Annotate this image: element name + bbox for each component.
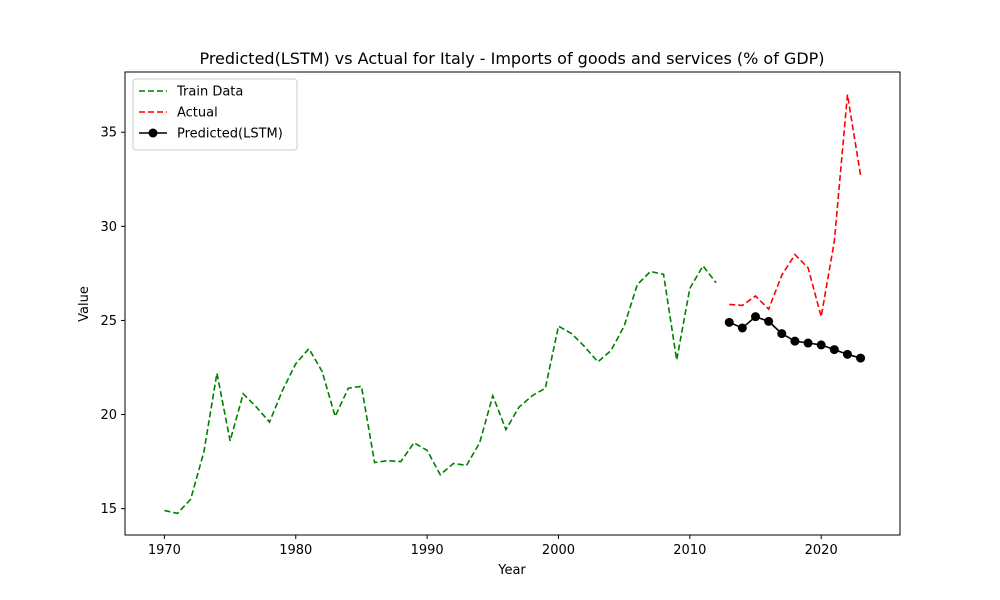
y-tick-label: 30 xyxy=(100,220,117,235)
data-point-predicted-lstm xyxy=(724,317,734,327)
x-axis-label: Year xyxy=(497,563,526,578)
x-tick-label: 1990 xyxy=(411,543,444,558)
legend-label: Actual xyxy=(177,106,218,121)
data-point-predicted-lstm xyxy=(816,340,826,350)
series-line-train-data xyxy=(164,264,717,515)
y-tick-label: 25 xyxy=(100,314,117,329)
data-point-predicted-lstm xyxy=(803,338,813,348)
data-point-predicted-lstm xyxy=(764,316,774,326)
y-axis-ticks: 15 20 25 30 35 xyxy=(100,126,125,517)
x-tick-label: 1970 xyxy=(148,543,181,558)
plot-area xyxy=(164,94,866,515)
x-tick-label: 2000 xyxy=(542,543,575,558)
x-tick-label: 2020 xyxy=(805,543,838,558)
x-tick-label: 2010 xyxy=(673,543,706,558)
x-tick-label: 1980 xyxy=(279,543,312,558)
chart-title: Predicted(LSTM) vs Actual for Italy - Im… xyxy=(199,49,824,68)
data-point-predicted-lstm xyxy=(737,323,747,333)
data-point-predicted-lstm xyxy=(829,345,839,355)
legend-box xyxy=(132,78,298,151)
legend-marker xyxy=(148,128,158,138)
data-point-predicted-lstm xyxy=(842,349,852,359)
y-tick-label: 15 xyxy=(100,502,117,517)
data-point-predicted-lstm xyxy=(751,312,761,322)
series-line-actual xyxy=(729,94,862,317)
data-point-predicted-lstm xyxy=(790,336,800,346)
plot-frame xyxy=(124,71,901,536)
legend-label: Train Data xyxy=(176,85,243,100)
y-axis-label: Value xyxy=(77,286,92,322)
legend: Train Data Actual Predicted(LSTM) xyxy=(132,78,298,151)
legend-label: Predicted(LSTM) xyxy=(177,127,283,142)
x-axis-ticks: 1970 1980 1990 2000 2010 2020 xyxy=(148,535,838,558)
data-point-predicted-lstm xyxy=(856,353,866,363)
data-point-predicted-lstm xyxy=(777,329,787,339)
y-tick-label: 20 xyxy=(100,408,117,423)
y-tick-label: 35 xyxy=(100,126,117,141)
